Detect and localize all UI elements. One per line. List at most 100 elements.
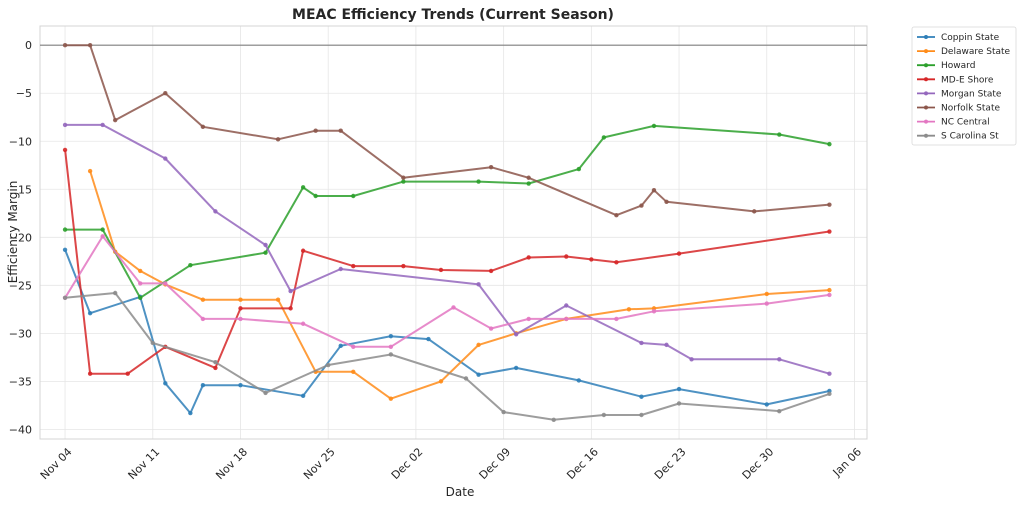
y-tick-label: 0 [25,39,32,52]
data-point [238,316,243,322]
data-point [300,321,306,326]
legend-label: Morgan State [941,89,1002,99]
series-norfolk-state [62,43,832,218]
legend-marker [924,105,928,110]
data-point [338,266,343,272]
grid-lines [40,26,867,439]
data-point [476,372,481,377]
data-point [526,316,531,322]
legend-item-howard: Howard [917,61,975,71]
legend-marker [924,35,928,39]
data-point [764,301,769,306]
data-point [589,257,594,262]
data-point [676,401,682,406]
data-point [513,365,519,371]
data-point [488,164,494,170]
data-point [501,409,506,415]
series-md-e-shore [62,147,832,376]
data-point [213,209,218,214]
data-point [351,344,356,349]
data-point [651,123,657,129]
data-point [163,91,168,96]
data-point [300,185,306,190]
legend-marker [924,63,928,68]
y-tick-label: −10 [9,135,32,148]
data-point [112,290,118,296]
data-point [275,297,281,302]
data-point [752,209,757,214]
data-point [827,141,832,147]
data-point [639,412,644,418]
data-point [676,386,682,392]
data-point [426,336,431,342]
data-point [401,179,406,184]
data-point [639,203,644,208]
data-point [62,247,68,252]
data-point [651,188,657,193]
data-point [313,193,318,199]
data-point [163,381,168,386]
series-line-coppin-state [64,249,830,415]
data-point [827,391,832,397]
x-axis-label: Date [446,485,475,499]
data-point [138,268,143,274]
chart-title: MEAC Efficiency Trends (Current Season) [292,7,614,23]
data-point [325,362,331,368]
data-point [87,43,93,48]
data-point [87,371,93,376]
legend-box [911,26,1017,146]
plot-frame [39,25,868,440]
legend-marker [924,49,928,54]
data-point [526,181,531,186]
legend-item-md-e-shore: MD-E Shore [917,75,994,85]
data-point [513,332,519,337]
legend-label: Coppin State [941,33,1000,43]
data-point [200,297,206,302]
y-tick-label: −5 [16,87,32,100]
data-point [200,383,206,388]
data-point [639,394,644,399]
data-point [263,250,268,255]
data-point [388,396,394,401]
data-point [313,128,318,133]
data-point [238,306,243,311]
data-point [300,248,306,253]
data-point [300,393,306,398]
data-point [100,227,105,232]
y-tick-label: −15 [9,183,32,196]
data-point [564,303,569,308]
data-point [163,156,168,161]
series-nc-central [62,234,832,349]
y-tick-label: −20 [9,231,32,244]
data-point [438,267,444,273]
data-point [777,357,782,362]
data-point [62,295,68,301]
data-point [639,340,644,346]
legend-item-norfolk-state: Norfolk State [917,104,1000,114]
legend-marker [924,91,928,96]
legend-marker [924,119,928,124]
series-lines [62,43,832,422]
data-point [564,316,569,322]
data-point [827,371,832,376]
series-s-carolina-st [62,290,832,422]
data-point [488,268,494,274]
y-tick-label: −30 [9,327,32,340]
data-point [62,147,68,153]
data-point [764,402,769,407]
data-point [827,287,832,293]
data-point [827,229,832,234]
series-line-md-e-shore [64,149,830,375]
data-point [351,369,356,374]
data-point [100,122,105,128]
legend-item-morgan-state: Morgan State [917,89,1002,99]
legend-label: Delaware State [941,47,1011,57]
data-point [288,288,293,294]
data-point [338,343,343,349]
data-point [200,316,206,322]
data-point [200,124,206,130]
data-point [150,340,155,346]
data-point [401,263,406,269]
data-point [275,137,281,142]
